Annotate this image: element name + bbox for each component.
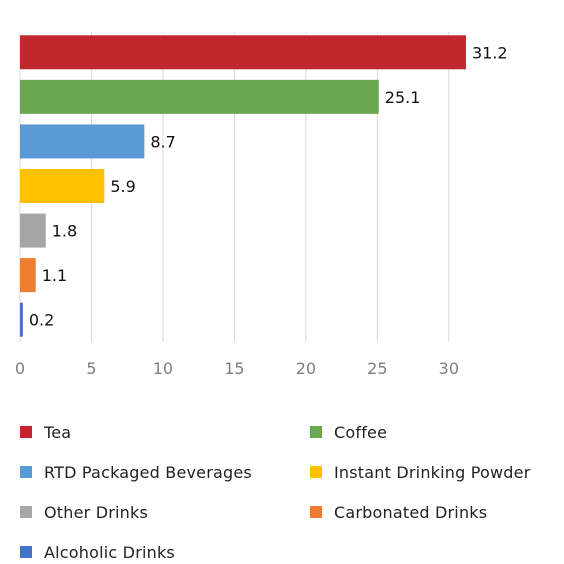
x-tick-label-25: 25: [367, 359, 387, 378]
bar-value-label-coffee: 25.1: [385, 88, 421, 107]
bar-value-label-tea: 31.2: [472, 43, 508, 62]
legend-label-carbonated-drinks: Carbonated Drinks: [334, 502, 488, 522]
bar-coffee: [20, 79, 379, 114]
bar-value-label-other-drinks: 1.8: [52, 222, 77, 241]
x-tick-label-0: 0: [15, 359, 25, 378]
legend: Tea Coffee RTD Packaged Beverages Instan…: [20, 414, 564, 564]
legend-item-other-drinks: Other Drinks: [20, 502, 148, 522]
bar-carbonated-drinks: [20, 258, 36, 293]
legend-item-carbonated-drinks: Carbonated Drinks: [310, 502, 487, 522]
x-tick-label-5: 5: [86, 359, 96, 378]
x-tick-label-30: 30: [439, 359, 459, 378]
x-tick-label-10: 10: [153, 359, 173, 378]
legend-label-alcoholic-drinks: Alcoholic Drinks: [44, 542, 175, 562]
bar-rtd-packaged-beverages: [20, 124, 145, 159]
bar-value-label-alcoholic-drinks: 0.2: [29, 311, 54, 330]
legend-swatch-coffee: [310, 426, 322, 438]
legend-item-coffee: Coffee: [310, 422, 387, 442]
legend-item-instant-drinking-powder: Instant Drinking Powder: [310, 462, 530, 482]
legend-swatch-alcoholic-drinks: [20, 546, 32, 558]
bar-chart: 31.2 25.1 8.7 5.9 1.8 1.1 0.2 0 5 10 15 20 25 30: [15, 32, 508, 378]
bar-other-drinks: [20, 213, 46, 248]
legend-item-alcoholic-drinks: Alcoholic Drinks: [20, 542, 175, 562]
x-tick-label-20: 20: [296, 359, 316, 378]
bar-value-label-instant-drinking-powder: 5.9: [110, 177, 135, 196]
bar-tea: [20, 35, 466, 70]
bar-instant-drinking-powder: [20, 169, 105, 203]
bar-value-label-carbonated-drinks: 1.1: [42, 266, 67, 285]
legend-swatch-carbonated-drinks: [310, 506, 322, 518]
bar-value-label-rtd-packaged-beverages: 8.7: [150, 132, 175, 151]
legend-swatch-tea: [20, 426, 32, 438]
legend-swatch-instant-drinking-powder: [310, 466, 322, 478]
legend-label-rtd-packaged-beverages: RTD Packaged Beverages: [44, 462, 252, 482]
legend-label-coffee: Coffee: [334, 422, 388, 442]
legend-swatch-other-drinks: [20, 506, 32, 518]
legend-item-rtd-packaged-beverages: RTD Packaged Beverages: [20, 462, 252, 482]
bar-alcoholic-drinks: [20, 302, 23, 337]
legend-swatch-rtd-packaged-beverages: [20, 466, 32, 478]
legend-label-tea: Tea: [44, 422, 72, 442]
x-tick-label-15: 15: [224, 359, 244, 378]
legend-item-tea: Tea: [20, 422, 71, 442]
legend-label-instant-drinking-powder: Instant Drinking Powder: [334, 462, 531, 482]
legend-label-other-drinks: Other Drinks: [44, 502, 149, 522]
chart-svg: 31.2 25.1 8.7 5.9 1.8 1.1 0.2 0 5 10 15 20 25 30: [15, 32, 508, 378]
